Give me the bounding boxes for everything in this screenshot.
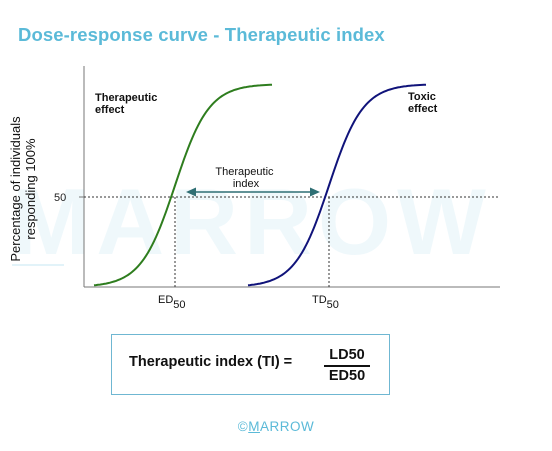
watermark: MARROW: [12, 169, 492, 274]
formula-denominator: ED50: [328, 368, 366, 384]
formula-fraction: LD50 ED50: [324, 347, 370, 384]
toxic-effect-curve: [247, 83, 427, 287]
td50-label: TD50: [312, 294, 339, 311]
copyright-notice: ©MARROW: [0, 419, 552, 434]
y-tick-label-50: 50: [54, 192, 66, 204]
fraction-bar: [324, 365, 370, 367]
watermark-underline: [12, 264, 64, 266]
therapeutic-index-formula-box: Therapeutic index (TI) = LD50 ED50: [111, 334, 390, 395]
formula-lhs: Therapeutic index (TI) =: [129, 354, 293, 370]
formula-numerator: LD50: [329, 347, 365, 363]
ed50-label: ED50: [158, 294, 186, 311]
therapeutic-index-arrowhead-right: [310, 187, 320, 197]
page-title: Dose-response curve - Therapeutic index: [18, 24, 385, 45]
copyright-symbol: ©: [237, 419, 249, 434]
copyright-rest: ARROW: [259, 419, 315, 434]
therapeutic-index-arrowhead-left: [186, 187, 196, 197]
y-axis-label: Percentage of individuals responding 100…: [8, 116, 38, 262]
therapeutic-effect-curve: [93, 83, 273, 287]
copyright-first-letter: M: [248, 419, 260, 434]
therapeutic-index-annotation: Therapeutic index: [215, 166, 276, 190]
therapeutic-effect-label: Therapeutic effect: [95, 92, 160, 116]
toxic-effect-label: Toxic effect: [408, 91, 439, 115]
